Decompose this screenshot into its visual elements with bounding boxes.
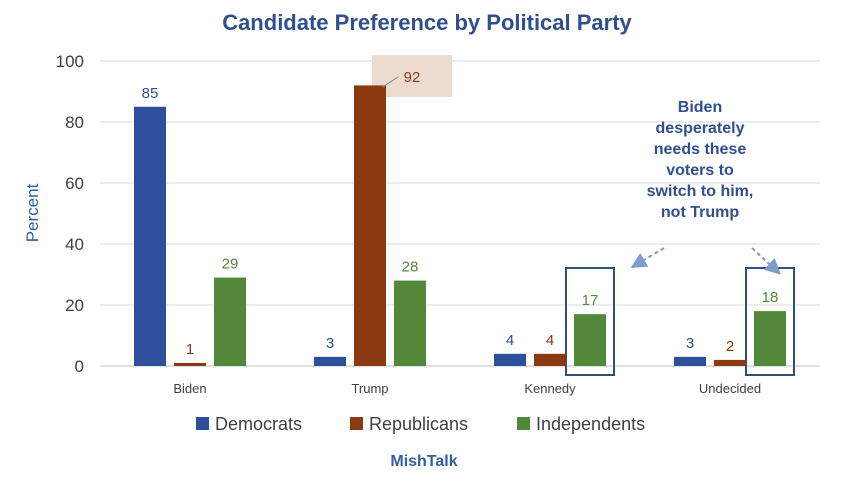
bars	[134, 85, 786, 367]
data-label: 1	[186, 341, 194, 358]
bar	[354, 85, 386, 367]
data-label: 3	[686, 335, 694, 352]
data-label: 4	[546, 332, 554, 349]
bar	[394, 280, 426, 366]
y-tick-label: 40	[65, 235, 84, 254]
annotation-arrow	[751, 247, 781, 275]
annotation-arrow	[630, 247, 665, 269]
data-label: 28	[402, 259, 419, 276]
highlight-box	[565, 267, 615, 376]
y-tick-label: 60	[65, 174, 84, 193]
x-tick-label: Undecided	[699, 381, 761, 396]
annotation-line: not Trump	[661, 204, 739, 221]
bar	[494, 353, 526, 366]
annotation-line: Biden	[678, 99, 722, 116]
annotation-callout: Biden desperately needs these voters to swit…	[630, 99, 781, 275]
y-tick-label: 20	[65, 296, 84, 315]
data-label: 2	[726, 338, 734, 355]
y-tick-label: 0	[75, 357, 84, 376]
x-tick-label: Biden	[173, 381, 206, 396]
legend-swatch	[350, 417, 363, 430]
data-label: 4	[506, 332, 514, 349]
category-labels: Biden Trump Kennedy Undecided	[173, 381, 761, 396]
data-label: 85	[142, 85, 159, 102]
legend: Democrats Republicans Independents	[196, 414, 645, 434]
bar	[574, 314, 606, 366]
legend-swatch	[517, 417, 530, 430]
chart-title: Candidate Preference by Political Party	[222, 10, 632, 35]
source-label: MishTalk	[390, 453, 457, 470]
data-label: 17	[582, 292, 599, 309]
bar	[174, 362, 206, 366]
data-label: 29	[222, 256, 239, 273]
x-tick-label: Trump	[351, 381, 388, 396]
bar	[134, 106, 166, 366]
legend-label: Democrats	[215, 414, 302, 434]
bar	[674, 356, 706, 366]
y-tick-label: 80	[65, 113, 84, 132]
bar	[534, 353, 566, 366]
y-tick-label: 100	[56, 52, 84, 71]
y-axis-label: Percent	[23, 183, 42, 242]
annotation-line: switch to him,	[647, 183, 754, 200]
bar	[714, 359, 746, 366]
legend-label: Republicans	[369, 414, 468, 434]
data-label: 18	[762, 289, 779, 306]
data-label: 3	[326, 335, 334, 352]
annotation-line: desperately	[656, 120, 745, 137]
bar	[214, 277, 246, 366]
legend-swatch	[196, 417, 209, 430]
bar	[314, 356, 346, 366]
data-label: 92	[404, 69, 421, 86]
bar	[754, 311, 786, 366]
annotation-line: needs these	[654, 141, 747, 158]
label-leader-line	[381, 76, 399, 88]
y-axis-ticks: 0 20 40 60 80 100	[56, 52, 84, 376]
annotation-line: voters to	[666, 162, 734, 179]
x-tick-label: Kennedy	[524, 381, 576, 396]
data-labels: 85 3 4 3 1 92 4 2 29 28 17 18	[142, 69, 779, 358]
legend-label: Independents	[536, 414, 645, 434]
